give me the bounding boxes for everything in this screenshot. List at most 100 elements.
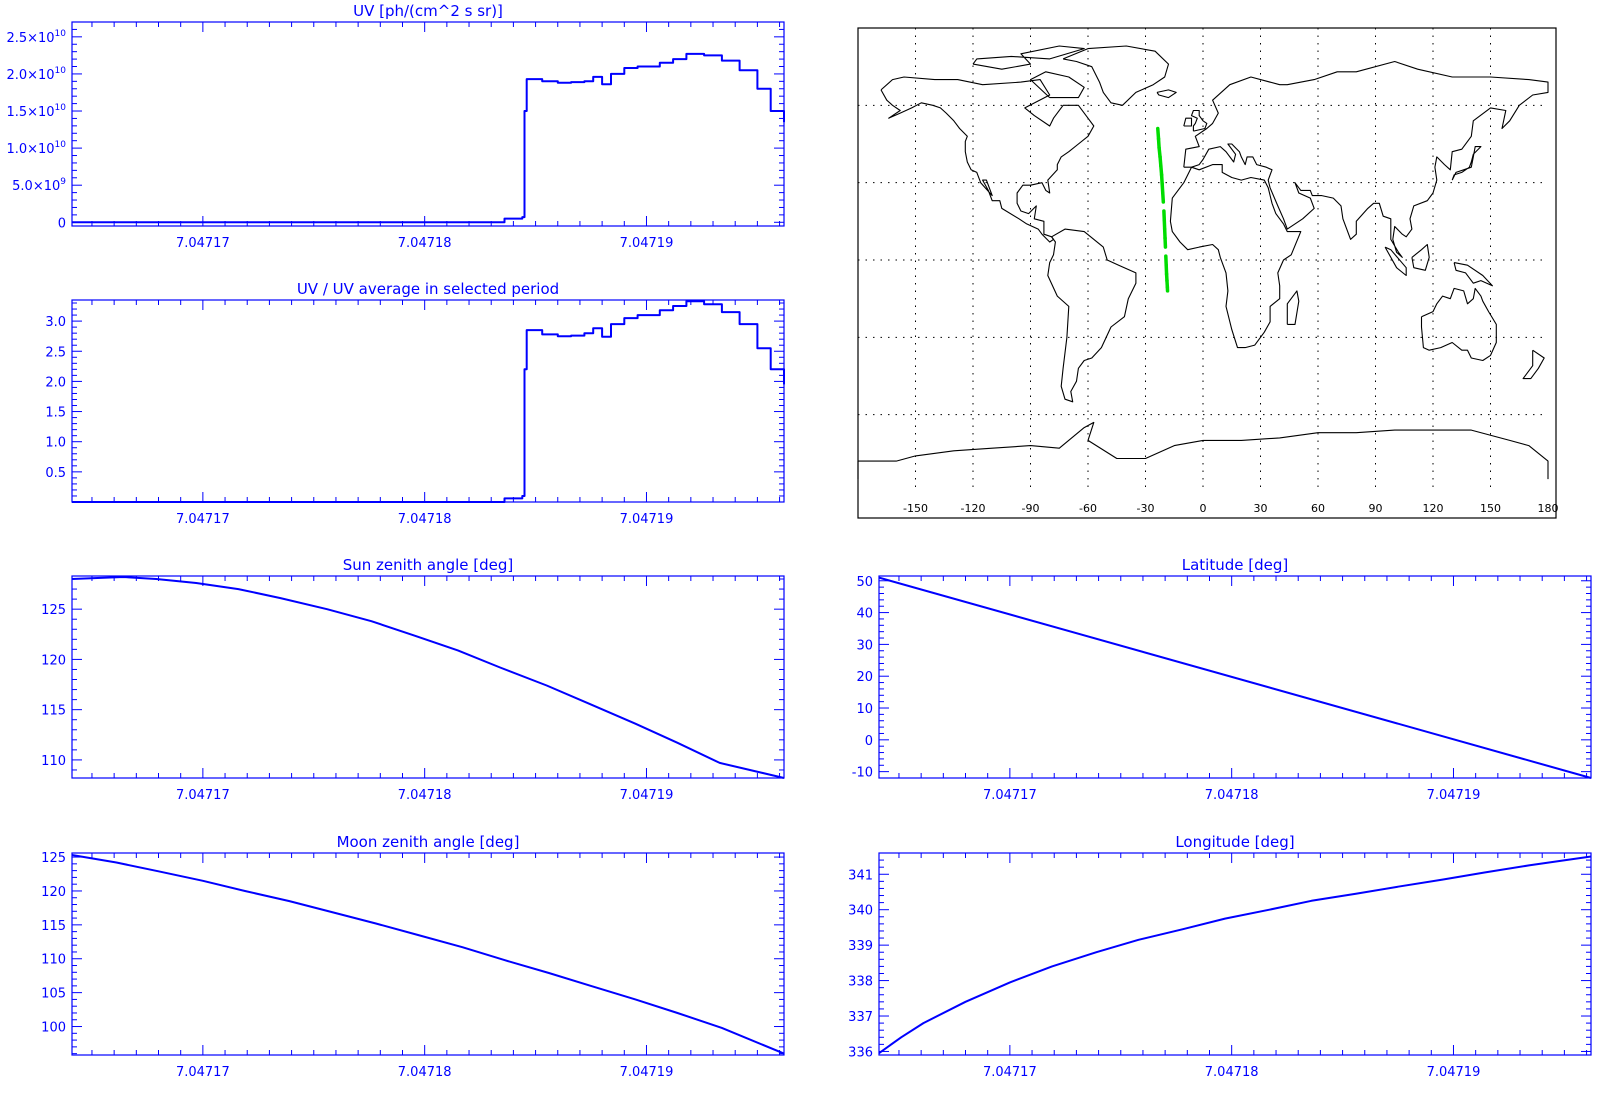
y-tick-label: 2.5 xyxy=(45,345,66,360)
chart-title: Sun zenith angle [deg] xyxy=(343,556,514,574)
y-tick-label: 20 xyxy=(856,670,873,685)
y-tick-label: -10 xyxy=(852,766,873,781)
y-tick-label: 100 xyxy=(41,1021,66,1036)
y-tick-label: 125 xyxy=(41,603,66,618)
chart-title: UV / UV average in selected period xyxy=(297,280,559,298)
series-line xyxy=(878,576,1592,779)
madagascar-coastline xyxy=(1286,290,1300,325)
australia-coastline xyxy=(1420,287,1497,362)
map-lon-label: -150 xyxy=(903,502,928,515)
x-tick-label: 7.04719 xyxy=(620,512,674,527)
chart-title: Longitude [deg] xyxy=(1175,833,1294,851)
x-tick-label: 7.04719 xyxy=(620,236,674,251)
new-guinea-coastline xyxy=(1453,262,1493,287)
y-tick-label: 0 xyxy=(58,216,66,231)
y-tick-label: 110 xyxy=(41,754,66,769)
world-map: -150 -120 -90 -60 -30 0 30 60 90 120 150 180 xyxy=(857,27,1559,519)
x-tick-label: 7.04719 xyxy=(1427,788,1481,803)
moon-zenith-chart: Moon zenith angle [deg] 7.04717 7.04718 7.0… xyxy=(41,833,785,1080)
plot-frame xyxy=(71,852,785,1056)
south-america-coastline xyxy=(1047,228,1137,403)
y-tick-label: 5.0×109 xyxy=(12,177,66,194)
x-tick-label: 7.04717 xyxy=(176,236,230,251)
x-tick-label: 7.04717 xyxy=(983,788,1037,803)
uv-chart: UV [ph/(cm^2 s sr)] 7.04717 7.04718 7.04719… xyxy=(6,2,785,251)
sun-zenith-chart: Sun zenith angle [deg] 7.04717 7.04718 7.04… xyxy=(41,556,785,803)
north-america-coastline xyxy=(880,76,1095,243)
map-lon-label: 0 xyxy=(1200,502,1207,515)
x-tick-label: 7.04718 xyxy=(398,788,452,803)
map-lon-label: -60 xyxy=(1079,502,1097,515)
plot-frame xyxy=(71,575,785,779)
x-tick-label: 7.04718 xyxy=(1205,1065,1259,1080)
arctic-islands-coastline xyxy=(972,45,1085,70)
x-tick-label: 7.04719 xyxy=(1427,1065,1481,1080)
y-tick-label: 341 xyxy=(848,868,873,883)
borneo-coastline xyxy=(1411,243,1430,271)
antarctica-coastline xyxy=(857,421,1549,480)
uv-ratio-chart: UV / UV average in selected period 7.0471… xyxy=(45,280,785,527)
y-tick-label: 1.0×1010 xyxy=(6,140,66,157)
y-tick-label: 120 xyxy=(41,653,66,668)
map-lon-label: 180 xyxy=(1538,502,1559,515)
y-tick-label: 125 xyxy=(41,851,66,866)
greenland-coastline xyxy=(1062,45,1170,106)
y-tick-label: 336 xyxy=(848,1045,873,1060)
y-tick-label: 337 xyxy=(848,1010,873,1025)
map-lon-label: 120 xyxy=(1423,502,1444,515)
new-zealand-coastline xyxy=(1522,349,1545,380)
plot-frame xyxy=(71,299,785,503)
y-tick-label: 339 xyxy=(848,939,873,954)
plot-frame xyxy=(71,21,785,227)
map-lon-label: 90 xyxy=(1369,502,1383,515)
x-tick-label: 7.04717 xyxy=(983,1065,1037,1080)
y-tick-label: 2.0 xyxy=(45,375,66,390)
iceland-coastline xyxy=(1156,89,1177,99)
x-tick-label: 7.04718 xyxy=(1205,788,1259,803)
ground-track-segment xyxy=(1161,191,1166,204)
map-lon-label: -30 xyxy=(1137,502,1155,515)
x-tick-label: 7.04719 xyxy=(620,788,674,803)
x-tick-label: 7.04717 xyxy=(176,788,230,803)
map-lon-label: 30 xyxy=(1254,502,1268,515)
map-lon-label: 60 xyxy=(1311,502,1325,515)
x-tick-label: 7.04718 xyxy=(398,236,452,251)
map-lon-label: -90 xyxy=(1022,502,1040,515)
chart-title: UV [ph/(cm^2 s sr)] xyxy=(353,2,503,20)
africa-coastline xyxy=(1169,164,1302,349)
y-tick-label: 0 xyxy=(865,734,873,749)
y-tick-label: 120 xyxy=(41,885,66,900)
series-line xyxy=(72,52,785,224)
y-tick-label: 10 xyxy=(856,702,873,717)
y-tick-label: 50 xyxy=(856,575,873,590)
longitude-chart: Longitude [deg] 7.04717 7.04718 7.04719 336 3… xyxy=(848,833,1592,1080)
x-tick-label: 7.04717 xyxy=(176,512,230,527)
sumatra-coastline xyxy=(1384,246,1407,277)
y-tick-label: 2.0×1010 xyxy=(6,66,66,83)
x-tick-label: 7.04718 xyxy=(398,512,452,527)
x-tick-label: 7.04717 xyxy=(176,1065,230,1080)
x-tick-label: 7.04719 xyxy=(620,1065,674,1080)
series-line xyxy=(71,854,785,1055)
y-tick-label: 115 xyxy=(41,704,66,719)
y-tick-label: 1.5×1010 xyxy=(6,103,66,120)
map-lon-label: 150 xyxy=(1480,502,1501,515)
series-line xyxy=(71,576,785,779)
latitude-chart: Latitude [deg] 7.04717 7.04718 7.04719 -10 0 1… xyxy=(852,556,1592,803)
y-tick-label: 338 xyxy=(848,975,873,990)
y-tick-label: 30 xyxy=(856,638,873,653)
y-tick-label: 1.0 xyxy=(45,436,66,451)
y-tick-label: 340 xyxy=(848,904,873,919)
baffin-coastline xyxy=(1029,71,1085,99)
plot-frame xyxy=(878,575,1592,779)
y-tick-label: 105 xyxy=(41,987,66,1002)
eurasia-coastline xyxy=(1183,60,1549,258)
japan-coastline xyxy=(1451,146,1482,181)
britain-coastline xyxy=(1190,109,1208,132)
y-tick-label: 110 xyxy=(41,953,66,968)
map-frame xyxy=(857,27,1557,519)
y-tick-label: 115 xyxy=(41,919,66,934)
y-tick-label: 1.5 xyxy=(45,406,66,421)
y-tick-label: 2.5×1010 xyxy=(6,29,66,46)
